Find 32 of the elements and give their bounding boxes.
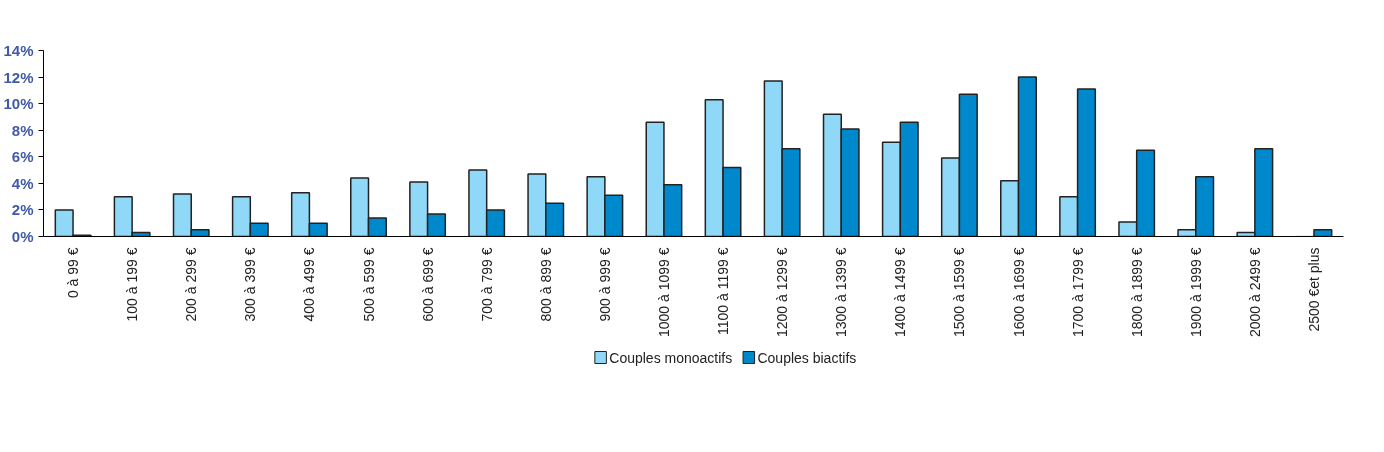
x-tick-label: 900 à 999 € [596,247,613,322]
x-tick-label: 1400 à 1499 € [892,247,909,338]
y-tick-label: 0% [11,228,34,245]
x-tick-label: 2500 €et plus [1305,247,1322,332]
x-tick-label: 1300 à 1399 € [833,247,850,338]
x-tick-label: 1500 à 1599 € [951,247,968,338]
y-tick-label: 8% [11,121,34,139]
x-tick-label: 0 à 99 € [65,247,82,299]
x-tick-label: 600 à 699 € [419,247,436,322]
x-tick-label: 1000 à 1099 € [655,247,672,338]
x-tick-label: 1100 à 1199 € [715,247,732,335]
legend-label: Couples biactifs [757,349,857,366]
legend-label: Couples monoactifs [609,349,733,366]
y-tick-label: 6% [11,148,34,166]
y-tick-label: 2% [11,201,34,219]
x-tick-label: 100 à 199 € [124,247,141,322]
x-tick-label: 800 à 899 € [537,247,554,322]
x-tick-label: 300 à 399 € [242,247,259,322]
x-tick-label: 2000 à 2499 € [1246,247,1263,338]
y-tick-label: 12% [3,68,34,86]
x-tick-label: 200 à 299 € [183,247,200,322]
x-tick-label: 1600 à 1699 € [1010,247,1027,338]
y-tick-label: 4% [11,174,34,192]
y-tick-label: 14% [3,42,34,59]
x-tick-label: 400 à 499 € [301,247,318,322]
x-tick-label: 700 à 799 € [478,247,495,322]
y-tick-label: 10% [3,95,34,113]
x-tick-label: 1800 à 1899 € [1128,247,1145,338]
x-tick-label: 1700 à 1799 € [1069,247,1086,338]
x-tick-label: 500 à 599 € [360,247,377,322]
x-tick-label: 1900 à 1999 € [1187,247,1204,338]
x-tick-label: 1200 à 1299 € [774,247,791,338]
